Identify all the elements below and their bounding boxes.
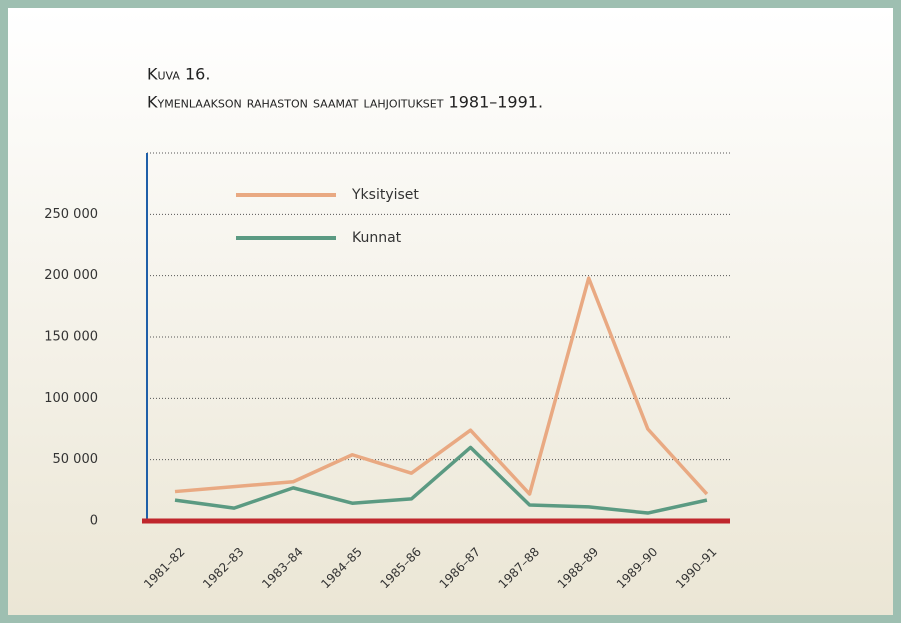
x-tick-label: 1981–82 — [141, 545, 188, 592]
y-tick-label: 250 000 — [44, 207, 98, 222]
y-tick-label: 0 — [90, 514, 98, 529]
line-series — [174, 276, 709, 496]
y-tick-label: 100 000 — [44, 391, 98, 406]
legend-label: Kunnat — [352, 230, 402, 246]
x-tick-label: 1985–86 — [377, 545, 424, 592]
x-tick-label: 1982–83 — [200, 545, 247, 592]
y-tick-label: 200 000 — [44, 268, 98, 283]
x-tick-label: 1988–89 — [555, 545, 602, 592]
chart-title: Kuva 16. — [147, 65, 210, 84]
y-tick-label: 50 000 — [53, 452, 99, 467]
line-series — [174, 445, 708, 515]
x-tick-label: 1986–87 — [437, 545, 484, 592]
x-tick-label: 1989–90 — [614, 545, 661, 592]
legend-label: Yksityiset — [351, 187, 419, 203]
x-tick-label: 1984–85 — [318, 545, 365, 592]
x-tick-label: 1990–91 — [673, 545, 720, 592]
x-tick-label: 1983–84 — [259, 545, 306, 592]
x-tick-label: 1987–88 — [496, 545, 543, 592]
y-tick-label: 150 000 — [44, 330, 98, 345]
chart-subtitle: Kymenlaakson rahaston saamat lahjoitukse… — [147, 93, 543, 112]
